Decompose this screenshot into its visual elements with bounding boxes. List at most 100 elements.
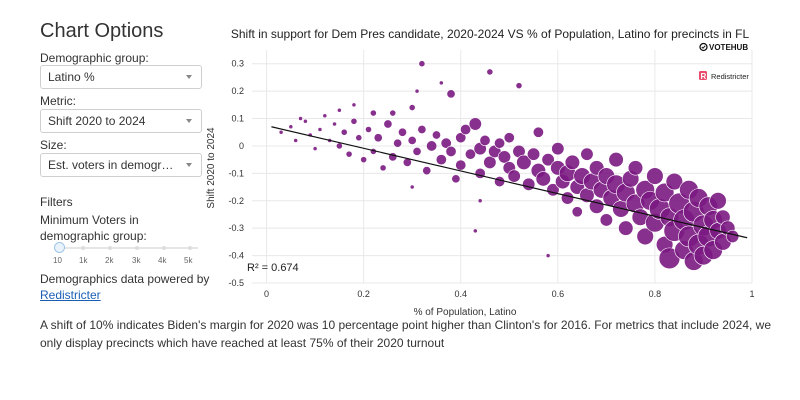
data-point <box>627 160 644 176</box>
check-icon <box>701 45 706 49</box>
data-point <box>551 142 565 156</box>
votehub-icon <box>699 42 708 52</box>
y-tick-label: 0.2 <box>231 86 244 96</box>
data-point <box>412 146 422 156</box>
data-point <box>278 129 284 135</box>
data-point <box>322 113 328 119</box>
slider-step <box>162 246 166 250</box>
redistricter-link[interactable]: Redistricter <box>40 288 101 302</box>
x-axis-label: % of Population, Latino <box>414 307 517 318</box>
slider-step <box>188 246 192 250</box>
metric-select[interactable]: Shift 2020 to 2024 <box>40 109 202 133</box>
data-point <box>355 134 363 142</box>
data-point <box>350 117 358 125</box>
data-point <box>494 137 506 149</box>
y-tick-label: -0.2 <box>228 196 244 206</box>
redistricter-icon-letter: R <box>701 72 707 81</box>
data-point <box>494 176 506 188</box>
demographic-group-select[interactable]: Latino % <box>40 65 202 89</box>
chart-points <box>278 60 740 271</box>
data-point <box>351 102 357 108</box>
slider-tick-label: 5k <box>184 256 193 265</box>
data-point <box>503 132 515 144</box>
y-tick-label: -0.5 <box>228 278 244 288</box>
slider-step <box>81 246 85 250</box>
data-point <box>541 153 555 167</box>
slider-step <box>108 246 112 250</box>
demographic-group-label: Demographic group: <box>40 51 149 65</box>
y-tick-label: 0.1 <box>231 114 244 124</box>
data-point <box>435 154 447 166</box>
data-point <box>422 166 432 176</box>
chart-title: Shift in support for Dem Pres candidate,… <box>231 27 750 41</box>
data-point <box>618 220 634 236</box>
data-point <box>408 104 416 111</box>
data-point <box>560 191 575 205</box>
slider-tick-label: 1k <box>79 256 88 265</box>
chevron-down-icon <box>186 119 192 123</box>
slider-tick-label: 3k <box>132 256 141 265</box>
data-point <box>599 213 613 227</box>
data-point <box>383 119 393 129</box>
data-point <box>474 167 486 179</box>
x-tick-label: 0.8 <box>649 289 662 299</box>
data-point <box>365 126 372 133</box>
data-point <box>414 88 420 94</box>
data-point <box>515 82 523 90</box>
min-voters-slider[interactable]: 10 1k 2k 3k 4k 5k <box>40 241 200 265</box>
data-point <box>486 68 494 76</box>
data-point <box>564 154 580 170</box>
data-point <box>345 150 353 158</box>
y-tick-label: -0.3 <box>228 223 244 233</box>
data-point <box>516 154 532 170</box>
data-point <box>472 228 478 234</box>
data-point <box>409 184 415 190</box>
slider-step <box>135 246 139 250</box>
data-point <box>665 172 683 191</box>
chevron-down-icon <box>186 163 192 167</box>
data-point <box>426 140 438 152</box>
y-tick-label: -0.4 <box>228 251 244 261</box>
x-tick-label: 1 <box>749 289 754 299</box>
data-point <box>468 117 482 131</box>
data-point <box>608 152 624 168</box>
data-point <box>726 229 740 243</box>
data-point <box>646 167 664 185</box>
x-tick-label: 0 <box>264 289 269 299</box>
slider-track[interactable] <box>58 247 198 249</box>
data-point <box>497 150 511 164</box>
redistricter-icon <box>699 71 707 80</box>
x-tick-label: 0.4 <box>454 289 467 299</box>
r-squared-label: R² = 0.674 <box>247 262 299 274</box>
data-point <box>393 138 403 148</box>
powered-by-text: Demographics data powered by <box>40 272 210 286</box>
chart-axes: 0 0.2 0.4 0.6 0.8 1 0.3 0.2 0.1 0 -0.1 -0.2 -0.3 -0.4… <box>228 59 754 299</box>
data-point <box>335 142 343 150</box>
data-point <box>532 126 544 138</box>
data-point <box>709 192 727 210</box>
data-point <box>445 145 457 157</box>
data-point <box>317 127 323 132</box>
y-axis-label: Shift 2020 to 2024 <box>206 127 217 209</box>
min-voters-label: Minimum Voters in demographic group: <box>40 213 147 243</box>
data-point <box>479 134 491 146</box>
data-point <box>477 198 483 204</box>
data-point <box>369 109 377 117</box>
data-point <box>636 227 654 246</box>
size-select[interactable]: Est. voters in demographic ... <box>40 153 202 177</box>
data-point <box>535 171 551 187</box>
slider-handle[interactable] <box>54 242 65 253</box>
data-point <box>340 128 348 136</box>
y-tick-label: 0 <box>239 141 244 151</box>
data-point <box>571 206 583 218</box>
data-point <box>303 118 308 124</box>
data-point <box>460 123 472 135</box>
size-label: Size: <box>40 138 67 152</box>
trend-line <box>271 126 748 239</box>
data-point <box>288 124 294 130</box>
data-point <box>507 169 521 183</box>
data-point <box>389 109 397 117</box>
slider-tick-label: 4k <box>158 256 167 265</box>
data-point <box>440 137 452 149</box>
